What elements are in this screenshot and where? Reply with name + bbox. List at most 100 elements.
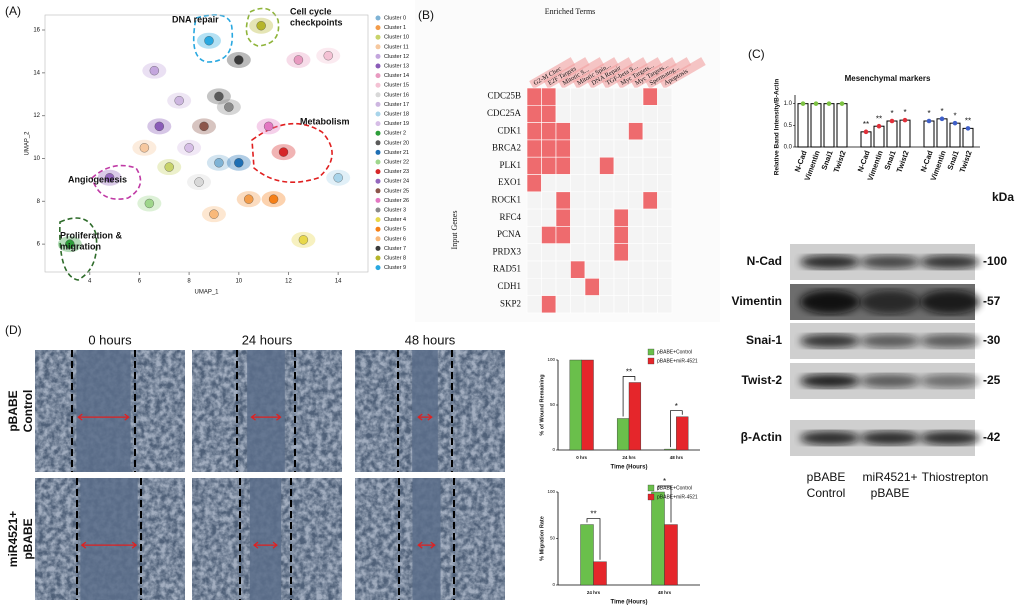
heatmap-cell	[628, 174, 644, 193]
heatmap-cell	[642, 208, 658, 227]
column-header-bg	[558, 57, 605, 89]
row-label: BRCA2	[492, 143, 521, 153]
blot-row-label: Twist-2	[742, 373, 783, 387]
y-tick-label: 1.0	[784, 101, 793, 107]
cluster-point	[278, 147, 289, 157]
data-point	[889, 118, 895, 124]
row-label: CDK1	[497, 125, 521, 135]
heatmap-cell	[599, 156, 615, 175]
data-point	[826, 101, 832, 106]
y-tick-label: 12	[33, 113, 40, 119]
annotation: DNA repair	[172, 14, 219, 24]
cluster-point	[244, 194, 254, 204]
heatmap-cell	[599, 226, 615, 244]
y-tick-label: 16	[33, 28, 40, 34]
data-point	[939, 116, 945, 122]
legend-label: Cluster 21	[384, 150, 409, 156]
legend-label: Cluster 20	[384, 140, 409, 146]
significance: *	[663, 477, 666, 486]
heatmap-cell	[657, 87, 673, 106]
heatmap-cell	[541, 226, 557, 244]
x-tick-label: 48 hrs	[658, 590, 672, 595]
heatmap-cell	[599, 260, 615, 279]
legend-swatch	[375, 63, 381, 69]
heatmap-cell	[555, 122, 571, 141]
row-label: EXO1	[498, 177, 521, 187]
legend-label: pBABE+miR-4521	[657, 358, 698, 364]
heatmap-cell	[584, 277, 600, 296]
y-axis-label: Input Genes	[450, 211, 459, 250]
significance-bracket	[657, 485, 672, 523]
heatmap-cell	[584, 105, 600, 123]
bar	[664, 524, 678, 586]
heatmap-cell	[613, 243, 629, 262]
cluster-point	[224, 102, 234, 112]
heatmap-cell	[584, 208, 600, 227]
legend-label: pBABE+Control	[657, 485, 692, 491]
heatmap-cell	[599, 243, 615, 262]
heatmap-cell	[570, 208, 586, 227]
heatmap-cell	[570, 243, 586, 262]
heatmap-cell	[555, 87, 571, 106]
significance: *	[940, 107, 943, 116]
panel-label: (B)	[418, 8, 434, 22]
row-label: CDC25B	[487, 91, 521, 101]
heatmap-cell	[657, 139, 673, 158]
column-header-bg	[572, 57, 619, 89]
heatmap-cell	[584, 87, 600, 106]
wound-gap	[412, 350, 438, 472]
bar	[593, 561, 607, 586]
row-label: SKP2	[500, 298, 521, 308]
legend-swatch	[375, 245, 381, 251]
heatmap-cell	[599, 208, 615, 227]
data-point	[863, 129, 869, 135]
annotation: Cell cycle	[290, 6, 332, 16]
heatmap-cell	[599, 87, 615, 106]
legend-label: Cluster 9	[384, 265, 406, 271]
cluster-point	[293, 55, 304, 65]
x-tick-label: 8	[187, 279, 191, 285]
blot-group-label: Control	[807, 486, 846, 500]
time-label: 48 hours	[405, 332, 456, 347]
annotation: Proliferation &	[60, 230, 123, 240]
y-tick-label: 50	[550, 402, 556, 407]
bar	[936, 118, 948, 148]
wound-arrow	[253, 541, 278, 549]
heatmap-cell	[628, 277, 644, 296]
heatmap-cell	[642, 260, 658, 279]
heatmap-cell	[628, 105, 644, 123]
heatmap-cell	[555, 156, 571, 175]
heatmap-cell	[599, 105, 615, 123]
x-tick-label: 24 hrs	[622, 455, 636, 460]
x-tick-label: 12	[285, 279, 292, 285]
heatmap-cell	[526, 174, 542, 193]
blot-row-label: N-Cad	[747, 254, 782, 268]
blot-band	[920, 255, 980, 269]
cluster-point	[149, 66, 159, 76]
heatmap-cell	[541, 191, 557, 210]
legend-label: Cluster 15	[384, 83, 409, 89]
cluster-point	[65, 239, 75, 249]
legend-label: Cluster 12	[384, 54, 409, 60]
legend-label: Cluster 11	[384, 44, 409, 50]
legend-swatch	[647, 357, 655, 365]
column-header-bg	[616, 57, 663, 89]
row-label: PCNA	[497, 229, 522, 239]
heatmap-cell	[657, 260, 673, 279]
legend-label: pBABE+miR-4521	[657, 494, 698, 500]
row-label: ROCK1	[491, 195, 521, 205]
legend-swatch	[375, 226, 381, 232]
heatmap-cell	[613, 260, 629, 279]
heatmap-cell	[555, 277, 571, 296]
heatmap-cell	[628, 156, 644, 175]
heatmap-cell	[642, 156, 658, 175]
heatmap-cell	[570, 156, 586, 175]
blot-band	[800, 431, 860, 445]
annotation: Metabolism	[300, 116, 350, 126]
heatmap-cell	[642, 139, 658, 158]
wound-arrow	[80, 541, 138, 549]
y-tick-label: 8	[37, 199, 41, 205]
heatmap-cell	[657, 191, 673, 210]
legend-swatch	[375, 236, 381, 242]
heatmap-cell	[555, 191, 571, 210]
